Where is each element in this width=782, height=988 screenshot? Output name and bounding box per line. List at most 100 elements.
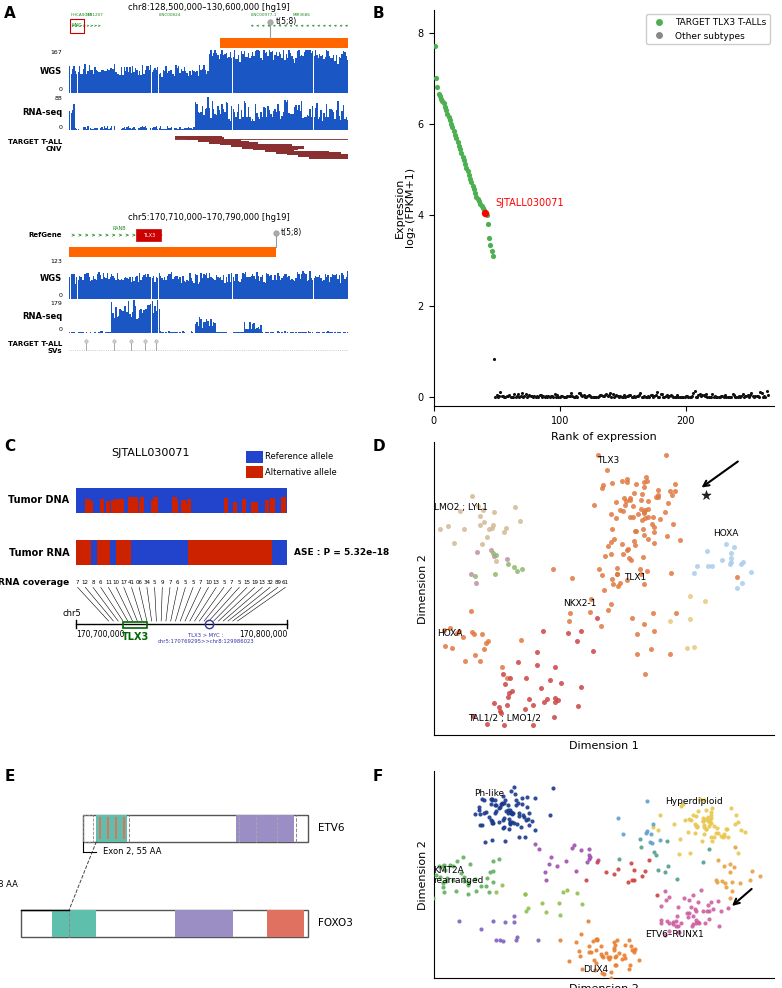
Bar bbox=[278, 111, 280, 130]
Point bbox=[705, 558, 718, 574]
Point bbox=[458, 873, 471, 889]
Point bbox=[673, 831, 686, 847]
Point bbox=[710, 389, 723, 405]
Point bbox=[481, 716, 493, 732]
Point bbox=[439, 99, 451, 115]
Point bbox=[590, 389, 603, 405]
Bar bbox=[301, 54, 303, 93]
Point bbox=[443, 109, 455, 124]
Point bbox=[698, 817, 710, 833]
Point bbox=[703, 812, 716, 828]
Bar bbox=[255, 104, 256, 130]
Point bbox=[689, 816, 701, 832]
Bar bbox=[114, 318, 115, 333]
Bar bbox=[132, 128, 134, 130]
Point bbox=[508, 559, 520, 575]
Point bbox=[647, 525, 660, 540]
Bar bbox=[150, 277, 152, 298]
Bar bbox=[217, 55, 218, 93]
Point bbox=[701, 809, 714, 825]
Point bbox=[465, 624, 478, 640]
Point bbox=[527, 389, 540, 405]
Point bbox=[583, 939, 595, 954]
Point bbox=[739, 824, 752, 840]
Text: SJTALL030071: SJTALL030071 bbox=[495, 199, 564, 208]
Point bbox=[501, 690, 514, 705]
Point bbox=[705, 807, 717, 823]
Bar bbox=[171, 126, 173, 130]
Point bbox=[671, 387, 683, 403]
Bar bbox=[308, 49, 310, 93]
Point bbox=[633, 952, 645, 968]
Point bbox=[503, 685, 515, 700]
Point bbox=[709, 825, 722, 841]
Bar bbox=[283, 112, 284, 130]
Bar bbox=[230, 282, 231, 298]
Point bbox=[441, 870, 454, 886]
Bar bbox=[202, 328, 203, 333]
Bar bbox=[106, 71, 107, 93]
Point bbox=[518, 388, 531, 404]
Bar bbox=[69, 332, 70, 333]
Bar bbox=[147, 305, 149, 333]
Bar bbox=[267, 55, 269, 93]
Bar bbox=[259, 51, 260, 93]
Point bbox=[568, 389, 580, 405]
Bar bbox=[312, 106, 314, 130]
Bar bbox=[287, 152, 341, 155]
Point bbox=[492, 700, 504, 715]
Bar bbox=[225, 102, 227, 130]
Bar bbox=[189, 127, 191, 130]
Point bbox=[687, 385, 700, 401]
Text: 89: 89 bbox=[274, 581, 282, 586]
Point bbox=[641, 532, 654, 547]
Point bbox=[550, 389, 562, 405]
Point bbox=[586, 934, 599, 949]
Bar bbox=[241, 110, 242, 130]
Bar bbox=[303, 118, 305, 130]
Point bbox=[725, 550, 737, 566]
Point bbox=[736, 575, 748, 591]
Bar bbox=[314, 117, 315, 130]
Bar bbox=[101, 280, 102, 298]
Point bbox=[512, 385, 525, 401]
Bar bbox=[125, 129, 127, 130]
Point bbox=[497, 666, 510, 682]
Bar bbox=[343, 276, 344, 298]
Bar bbox=[202, 279, 203, 298]
Point bbox=[501, 551, 514, 567]
Point bbox=[728, 539, 741, 555]
Text: 34: 34 bbox=[143, 581, 150, 586]
Point bbox=[531, 388, 543, 404]
Bar bbox=[74, 66, 75, 93]
Bar bbox=[76, 540, 91, 565]
Bar bbox=[216, 275, 217, 298]
Bar bbox=[184, 332, 185, 333]
Point bbox=[651, 887, 663, 903]
Point bbox=[572, 944, 585, 959]
Bar bbox=[248, 107, 249, 130]
Bar bbox=[136, 319, 138, 333]
Point bbox=[604, 970, 617, 986]
Bar bbox=[273, 281, 274, 298]
Bar bbox=[234, 282, 235, 298]
Bar bbox=[134, 72, 135, 93]
Point bbox=[721, 389, 734, 405]
Point bbox=[681, 906, 694, 922]
Bar bbox=[95, 70, 97, 93]
Bar bbox=[140, 309, 142, 333]
Bar bbox=[283, 276, 284, 298]
Bar bbox=[252, 323, 253, 333]
Point bbox=[712, 893, 725, 909]
Bar bbox=[228, 120, 230, 130]
Point bbox=[622, 873, 634, 889]
Point bbox=[660, 447, 673, 462]
Point bbox=[488, 351, 500, 367]
Bar bbox=[140, 497, 144, 513]
Bar bbox=[224, 112, 225, 130]
Point bbox=[473, 799, 486, 815]
Point bbox=[468, 871, 481, 887]
Point bbox=[669, 389, 682, 405]
Point bbox=[643, 852, 655, 867]
Bar bbox=[114, 64, 115, 93]
